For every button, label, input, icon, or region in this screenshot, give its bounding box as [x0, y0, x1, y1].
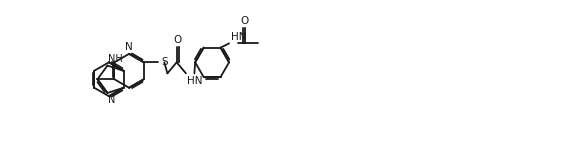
Text: HN: HN: [231, 32, 246, 42]
Text: N: N: [125, 42, 133, 52]
Text: O: O: [240, 16, 248, 26]
Text: HN: HN: [187, 76, 203, 86]
Text: N: N: [108, 95, 116, 104]
Text: O: O: [173, 35, 182, 45]
Text: NH: NH: [108, 54, 123, 64]
Text: S: S: [161, 56, 168, 67]
